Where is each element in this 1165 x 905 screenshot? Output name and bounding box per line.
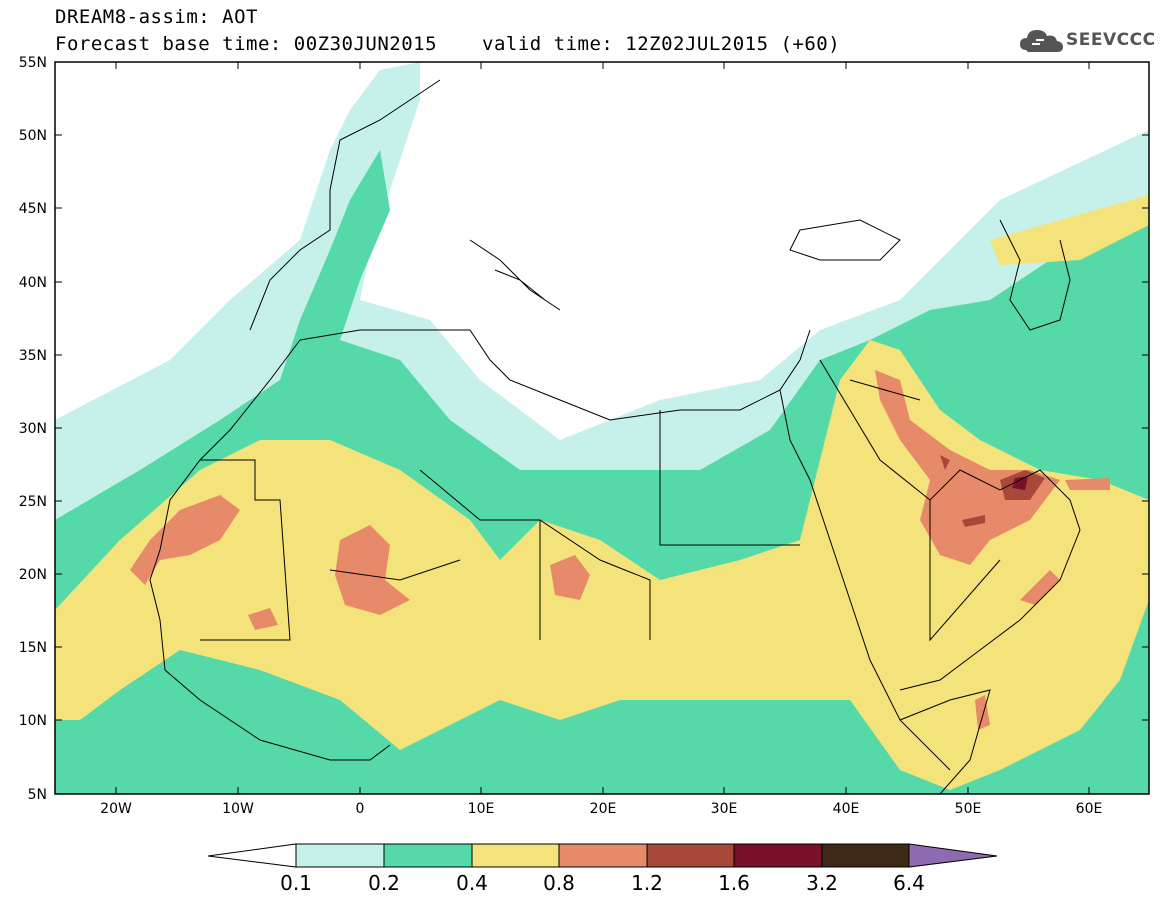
lon-label: 30E [711,801,738,817]
legend-swatch-above [908,843,998,868]
legend-label: 1.2 [631,871,663,895]
lon-label: 10E [468,801,495,817]
lon-label: 40E [833,801,860,817]
legend-label: 0.2 [368,871,400,895]
aot-band-0.8-gulf [1065,478,1110,490]
aot-band-0.8-west-africa [248,608,278,630]
coastline-west-africa [149,339,391,761]
lat-label: 10N [19,713,47,729]
lat-label: 45N [19,201,47,217]
lon-label: 60E [1076,801,1103,817]
latitude-axis: 55N 50N 45N 40N 35N 30N 25N 20N 15N 10N … [19,55,47,803]
legend-label: 6.4 [893,871,925,895]
aot-band-0.8-chad [550,555,590,600]
legend-swatch-below [207,843,297,868]
lat-label: 40N [19,275,47,291]
coastlines [149,79,1081,794]
coastline-black-sea [789,219,901,261]
coastline-europe [249,79,441,331]
coastline-italy [469,239,561,311]
lat-label: 25N [19,494,47,510]
valid-time: valid time: 12Z02JUL2015 (+60) [482,33,841,55]
coastline-arabia [819,359,1081,691]
aot-band-0.4-caspian [990,195,1149,265]
legend-swatch [646,843,735,868]
lat-label: 55N [19,55,47,71]
legend-label: 0.4 [456,871,488,895]
legend-swatch [295,843,385,868]
legend-swatch [471,843,560,868]
aot-band-1.6 [1012,476,1028,490]
lat-label: 50N [19,128,47,144]
lon-ticks [115,62,1090,794]
lon-label: 0 [356,801,365,817]
forecast-base-time: Forecast base time: 00Z30JUN2015 [55,33,438,55]
lat-label: 30N [19,421,47,437]
longitude-axis: 20W 10W 0 10E 20E 30E 40E 50E 60E [100,801,1102,817]
legend-swatch [558,843,648,868]
lon-label: 50E [955,801,982,817]
lon-label: 10W [222,801,254,817]
lat-label: 20N [19,567,47,583]
cloud-icon [1020,30,1063,52]
aot-band-0.8-mali [335,525,410,615]
map-title: DREAM8-assim: AOT [55,6,258,28]
aot-band-0.8-mauritania [130,495,240,585]
aot-field [55,62,1149,794]
lat-label: 5N [28,787,47,803]
lat-ticks [55,134,1149,721]
aot-band-0.8-oman [1020,570,1060,605]
coastline-red-sea [779,389,951,771]
legend-swatch [821,843,910,868]
legend-swatch [733,843,823,868]
coastline-east-africa [899,689,991,794]
legend-label: 1.6 [718,871,750,895]
seevccc-logo: SEEVCCC [1018,22,1158,58]
lon-label: 20W [100,801,132,817]
legend-label: 0.8 [543,871,575,895]
aot-band-1.2-uae [962,515,985,527]
legend-label: 0.1 [280,871,312,895]
coastline-caspian [999,219,1071,331]
lat-label: 35N [19,348,47,364]
country-borders [200,379,1001,642]
lon-label: 20E [590,801,617,817]
legend-label: 3.2 [806,871,838,895]
logo-text: SEEVCCC [1066,30,1156,50]
lat-label: 15N [19,640,47,656]
aot-band-1.2-qatar [940,455,950,470]
legend-swatch [383,843,473,868]
aot-band-0.8-arabia [875,370,1060,565]
